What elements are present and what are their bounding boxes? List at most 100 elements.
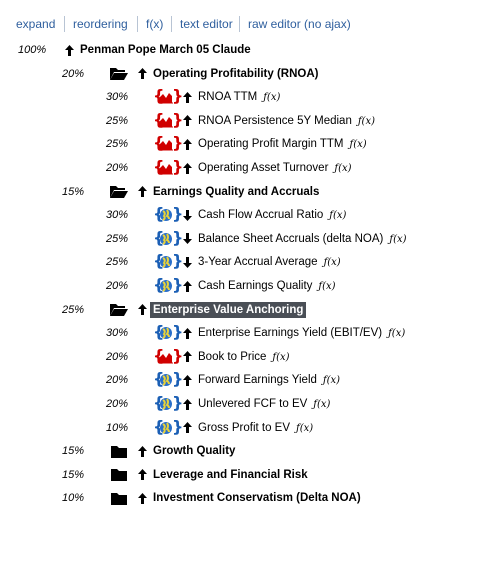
globe-icon: {} [153, 417, 183, 436]
toolbar-link[interactable]: text editor [180, 17, 233, 31]
globe-icon: {} [153, 251, 183, 270]
item-text: RNOA Persistence 5Y Median [198, 114, 352, 127]
svg-text:}: } [172, 393, 183, 412]
toolbar-link[interactable]: reordering [73, 17, 128, 31]
fx-link[interactable]: ƒ(x) [313, 399, 331, 410]
fx-link[interactable]: ƒ(x) [322, 375, 341, 387]
toolbar-link[interactable]: expand [16, 17, 56, 31]
item-weight: 20% [106, 280, 129, 292]
group-weight: 15% [62, 185, 85, 198]
arrow-up [183, 115, 192, 127]
svg-text:{: { [153, 417, 164, 436]
globe-icon: {} [153, 275, 183, 294]
svg-text:}: } [172, 133, 183, 152]
svg-text:{: { [153, 322, 164, 341]
item-weight: 25% [106, 138, 129, 151]
item-weight: 20% [106, 350, 129, 363]
group-weight: 15% [62, 468, 85, 481]
item-weight: 25% [106, 232, 129, 245]
svg-text:}: } [172, 204, 183, 223]
item-text: Operating Profit Margin TTM [198, 138, 344, 151]
folder-open [110, 304, 128, 317]
item-label: 3-Year Accrual Average ƒ(x) [198, 256, 341, 268]
item-weight: 25% [106, 256, 129, 269]
svg-text:{: { [153, 133, 164, 152]
fx-link[interactable]: ƒ(x) [318, 281, 336, 292]
group-weight: 10% [62, 492, 85, 505]
item-text: Gross Profit to EV [198, 421, 291, 434]
chart-icon: {} [153, 86, 183, 105]
arrow-up [65, 44, 74, 56]
fx-link[interactable]: ƒ(x) [272, 351, 290, 363]
item-text: Book to Price [198, 350, 267, 363]
item-text: Enterprise Earnings Yield (EBIT/EV) [198, 327, 383, 340]
root-label: Penman Pope March 05 Claude [80, 44, 251, 56]
svg-text:}: } [172, 157, 183, 176]
item-weight: 10% [106, 421, 129, 434]
item-weight: 20% [106, 162, 129, 174]
fx-link[interactable]: ƒ(x) [357, 115, 375, 127]
arrow-down [183, 209, 192, 221]
globe-icon: {} [153, 322, 183, 341]
folder-closed [111, 469, 127, 482]
group-weight: 25% [62, 303, 85, 316]
fx-link[interactable]: ƒ(x) [329, 210, 347, 222]
fx-link[interactable]: ƒ(x) [334, 163, 352, 174]
item-label: Enterprise Earnings Yield (EBIT/EV) ƒ(x) [198, 327, 405, 339]
item-text: Cash Earnings Quality [198, 280, 313, 292]
item-weight: 20% [106, 374, 129, 387]
toolbar-separator [239, 16, 240, 32]
item-text: Operating Asset Turnover [198, 162, 329, 174]
group-label: Enterprise Value Anchoring [150, 301, 307, 318]
chart-icon: {} [153, 133, 183, 152]
group-weight: 15% [62, 445, 85, 458]
group-label: Operating Profitability (RNOA) [153, 67, 319, 80]
arrow-up [183, 138, 192, 150]
arrow-up [138, 68, 147, 80]
item-weight: 30% [106, 91, 129, 104]
group-weight: 20% [62, 67, 85, 80]
fx-link[interactable]: ƒ(x) [349, 139, 367, 151]
arrow-up [138, 492, 147, 504]
folder-closed [111, 445, 127, 458]
item-label: RNOA TTM ƒ(x) [198, 91, 280, 103]
item-text: Unlevered FCF to EV [198, 398, 308, 410]
root-weight: 100% [18, 44, 47, 56]
fx-link[interactable]: ƒ(x) [389, 233, 407, 245]
folder-open [110, 186, 128, 199]
item-text: Forward Earnings Yield [198, 374, 317, 387]
svg-text:}: } [172, 86, 183, 105]
arrow-up [183, 327, 192, 339]
toolbar-separator [171, 16, 172, 32]
fx-link[interactable]: ƒ(x) [323, 257, 341, 269]
toolbar-link[interactable]: raw editor (no ajax) [248, 17, 351, 31]
item-label: Balance Sheet Accruals (delta NOA) ƒ(x) [198, 233, 407, 245]
item-weight: 30% [106, 327, 129, 340]
item-label: RNOA Persistence 5Y Median ƒ(x) [198, 115, 375, 127]
arrow-up [183, 351, 192, 363]
arrow-up [183, 280, 192, 292]
item-label: Unlevered FCF to EV ƒ(x) [198, 398, 330, 410]
item-label: Operating Profit Margin TTM ƒ(x) [198, 138, 367, 150]
toolbar-link[interactable]: f(x) [146, 17, 164, 31]
svg-text:{: { [153, 393, 164, 412]
svg-text:}: } [172, 417, 183, 436]
globe-icon: {} [153, 369, 183, 388]
svg-text:{: { [153, 251, 164, 270]
arrow-up [183, 398, 192, 410]
globe-icon: {} [153, 393, 183, 412]
fx-link[interactable]: ƒ(x) [296, 422, 314, 434]
item-text: 3-Year Accrual Average [198, 256, 318, 269]
svg-text:{: { [153, 86, 164, 105]
arrow-up [138, 304, 147, 316]
fx-link[interactable]: ƒ(x) [263, 92, 281, 104]
svg-text:{: { [153, 157, 164, 176]
group-label: Growth Quality [153, 445, 236, 458]
globe-icon: {} [153, 204, 183, 223]
item-weight: 25% [106, 114, 129, 127]
group-label: Leverage and Financial Risk [153, 468, 308, 481]
svg-text:{: { [153, 275, 164, 294]
chart-icon: {} [153, 346, 183, 365]
fx-link[interactable]: ƒ(x) [388, 328, 406, 340]
